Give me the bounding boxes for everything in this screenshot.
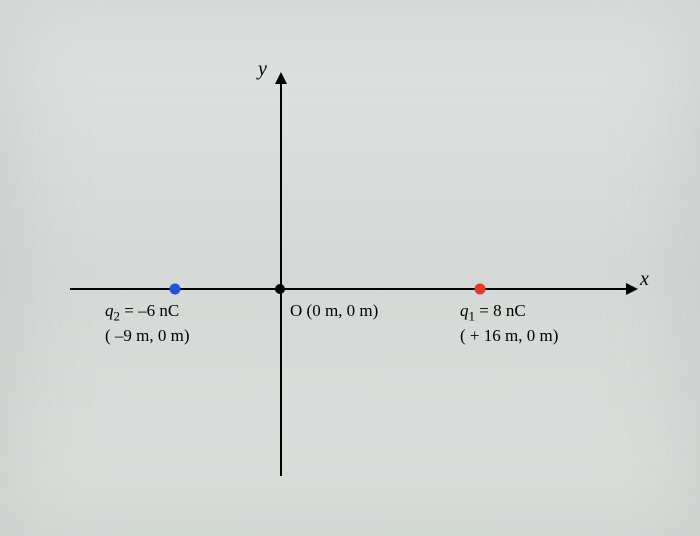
- origin-point: [275, 284, 285, 294]
- q1-coords: ( + 16 m, 0 m): [460, 326, 558, 345]
- x-axis-arrow: [626, 283, 638, 295]
- charge-label-q1: q1 = 8 nC ( + 16 m, 0 m): [460, 300, 558, 347]
- origin-text: O (0 m, 0 m): [290, 301, 378, 320]
- origin-label: O (0 m, 0 m): [290, 300, 378, 322]
- charge-point-q2: [170, 284, 181, 295]
- y-axis-label: y: [258, 58, 267, 81]
- q2-coords: ( –9 m, 0 m): [105, 326, 190, 345]
- q2-value: = –6 nC: [120, 301, 179, 320]
- charge-label-q2: q2 = –6 nC ( –9 m, 0 m): [105, 300, 190, 347]
- q1-value: = 8 nC: [475, 301, 526, 320]
- coordinate-diagram: x y q2 = –6 nC ( –9 m, 0 m) O (0 m, 0 m)…: [0, 0, 700, 536]
- screen-vignette: [0, 0, 700, 536]
- y-axis-arrow: [275, 72, 287, 84]
- x-axis: [70, 288, 630, 290]
- q1-symbol: q: [460, 301, 469, 320]
- charge-point-q1: [475, 284, 486, 295]
- x-axis-label: x: [640, 268, 649, 291]
- y-axis: [280, 80, 282, 476]
- q2-symbol: q: [105, 301, 114, 320]
